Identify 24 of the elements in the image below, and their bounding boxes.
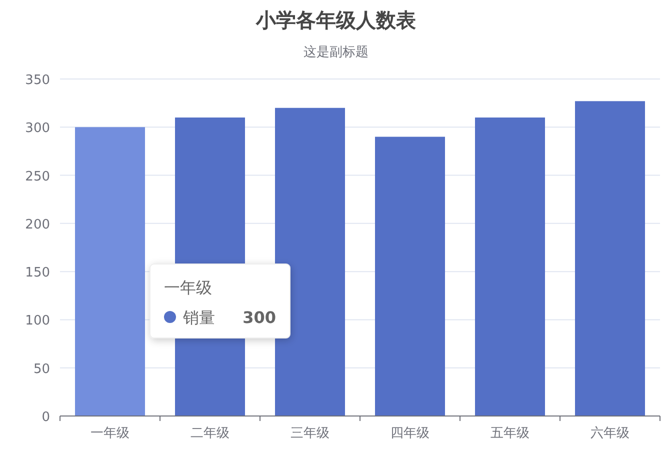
annotation: 一年级: [164, 278, 212, 297]
x-tick-label: 六年级: [590, 426, 630, 441]
x-tick-label: 三年级: [290, 426, 330, 441]
bar: [375, 136, 445, 416]
chart-title: 小学各年级人数表: [255, 8, 416, 32]
y-tick-label: 200: [25, 217, 50, 232]
x-tick-label: 一年级: [90, 426, 130, 441]
y-tick-label: 50: [33, 362, 50, 377]
chart-subtitle: 这是副标题: [304, 45, 368, 60]
x-tick-label: 四年级: [390, 426, 430, 441]
bar: [275, 108, 345, 416]
y-tick-label: 150: [25, 266, 50, 281]
bar: [75, 127, 145, 416]
legend-label: 销量: [182, 308, 215, 327]
bar: [475, 118, 545, 416]
y-tick-label: 0: [42, 410, 50, 425]
y-tick-label: 250: [25, 169, 50, 184]
y-tick-label: 350: [25, 73, 50, 88]
x-tick-label: 五年级: [490, 426, 530, 441]
annotation: 300: [242, 308, 276, 327]
y-tick-label: 300: [25, 121, 50, 136]
bar: [575, 101, 645, 416]
x-tick-label: 二年级: [190, 426, 230, 441]
y-tick-label: 100: [25, 314, 50, 329]
